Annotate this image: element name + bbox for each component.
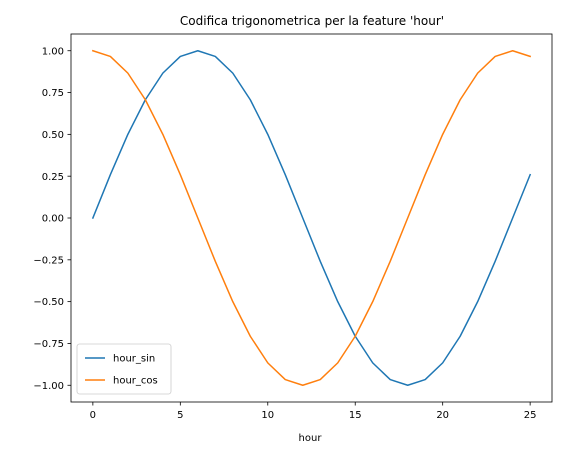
y-tick-label: 0.00: [42, 214, 64, 225]
x-tick-label: 20: [436, 410, 449, 421]
plot-frame: [71, 34, 552, 402]
x-tick-label: 0: [90, 410, 96, 421]
x-tick-label: 5: [177, 410, 183, 421]
series-line-hour-cos: [91, 49, 532, 387]
series-layer: [91, 49, 532, 387]
x-tick-label: 15: [349, 410, 362, 421]
chart-title: Codifica trigonometrica per la feature '…: [180, 14, 444, 28]
x-axis: 0 5 10 15 20 25: [90, 402, 537, 421]
y-tick-label: −0.25: [33, 255, 64, 266]
legend: hour_sin hour_cos: [76, 343, 172, 395]
y-tick-label: 0.50: [42, 130, 64, 141]
y-tick-label: −0.75: [33, 339, 64, 350]
y-tick-label: −1.00: [33, 381, 64, 392]
series-line-hour-sin: [91, 49, 532, 387]
x-axis-label: hour: [299, 433, 323, 444]
axes-spines: [70, 33, 553, 403]
axes-border: [70, 33, 553, 403]
y-tick-label: 0.25: [42, 172, 64, 183]
legend-label-hour-cos: hour_cos: [113, 376, 158, 387]
legend-box: [76, 343, 172, 395]
y-tick-label: 1.00: [42, 46, 64, 57]
x-tick-label: 25: [524, 410, 537, 421]
y-tick-label: −0.50: [33, 297, 64, 308]
plot-area: [71, 34, 552, 402]
y-axis: 1.00 0.75 0.50 0.25 0.00 −0.25 −0.50 −0.75 −1.00: [33, 46, 71, 392]
x-tick-label: 10: [261, 410, 274, 421]
y-tick-label: 0.75: [42, 88, 64, 99]
legend-label-hour-sin: hour_sin: [113, 354, 155, 365]
